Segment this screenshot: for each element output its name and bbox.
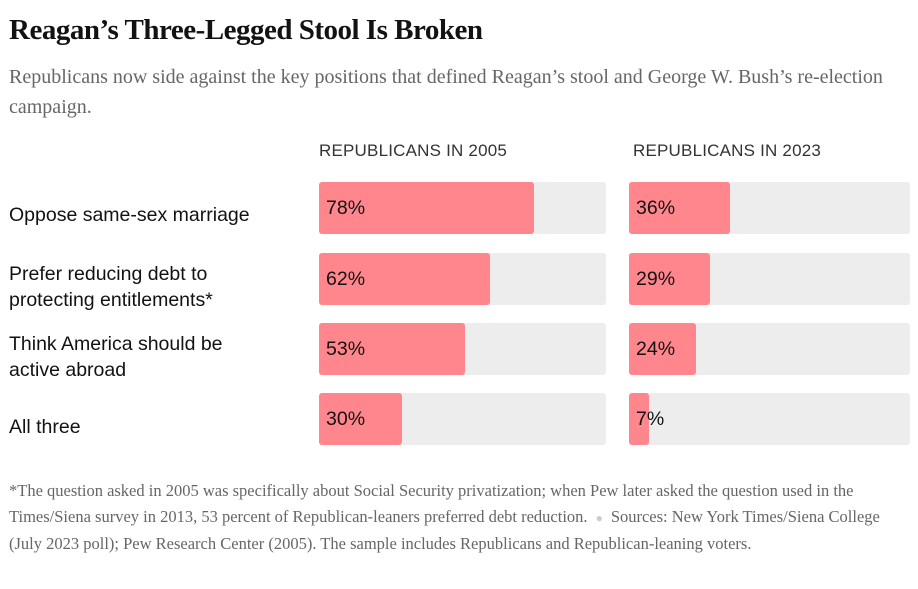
bar-track: 78% bbox=[319, 182, 606, 234]
bar-track: 53% bbox=[319, 323, 606, 375]
bar bbox=[629, 182, 731, 234]
row-label: Prefer reducing debt to protecting entit… bbox=[9, 263, 213, 311]
bar bbox=[319, 393, 402, 445]
footnote: *The question asked in 2005 was specific… bbox=[9, 478, 889, 557]
bar-track: 7% bbox=[629, 393, 910, 445]
bar bbox=[629, 393, 649, 445]
sources-text: Sources: New York Times/Siena College (J… bbox=[9, 507, 880, 553]
bar bbox=[319, 323, 466, 375]
bar bbox=[629, 323, 697, 375]
bar-track: 36% bbox=[629, 182, 910, 234]
chart-subtitle: Republicans now side against the key pos… bbox=[9, 66, 883, 118]
data-label: 36% bbox=[636, 197, 676, 219]
data-label: 78% bbox=[326, 197, 366, 219]
data-label: 24% bbox=[636, 338, 676, 360]
separator-dot: ● bbox=[595, 511, 603, 525]
bar bbox=[319, 253, 491, 305]
bar bbox=[629, 253, 711, 305]
row-label: Think America should be active abroad bbox=[9, 333, 223, 381]
column-header-2023: REPUBLICANS IN 2023 bbox=[633, 141, 822, 160]
row-label: All three bbox=[9, 416, 81, 438]
data-label: 53% bbox=[326, 338, 366, 360]
data-label: 62% bbox=[326, 268, 366, 290]
bar-track: 30% bbox=[319, 393, 606, 445]
data-label: 30% bbox=[326, 408, 366, 430]
bar bbox=[319, 182, 535, 234]
bar-track: 29% bbox=[629, 253, 910, 305]
data-label: 7% bbox=[636, 408, 665, 430]
data-label: 29% bbox=[636, 268, 676, 290]
column-header-2005: REPUBLICANS IN 2005 bbox=[319, 141, 508, 160]
bar-track: 62% bbox=[319, 253, 606, 305]
row-label: Oppose same-sex marriage bbox=[9, 204, 250, 226]
chart-title: Reagan’s Three-Legged Stool Is Broken bbox=[9, 14, 483, 46]
bar-track: 24% bbox=[629, 323, 910, 375]
footnote-text: *The question asked in 2005 was specific… bbox=[9, 481, 854, 526]
